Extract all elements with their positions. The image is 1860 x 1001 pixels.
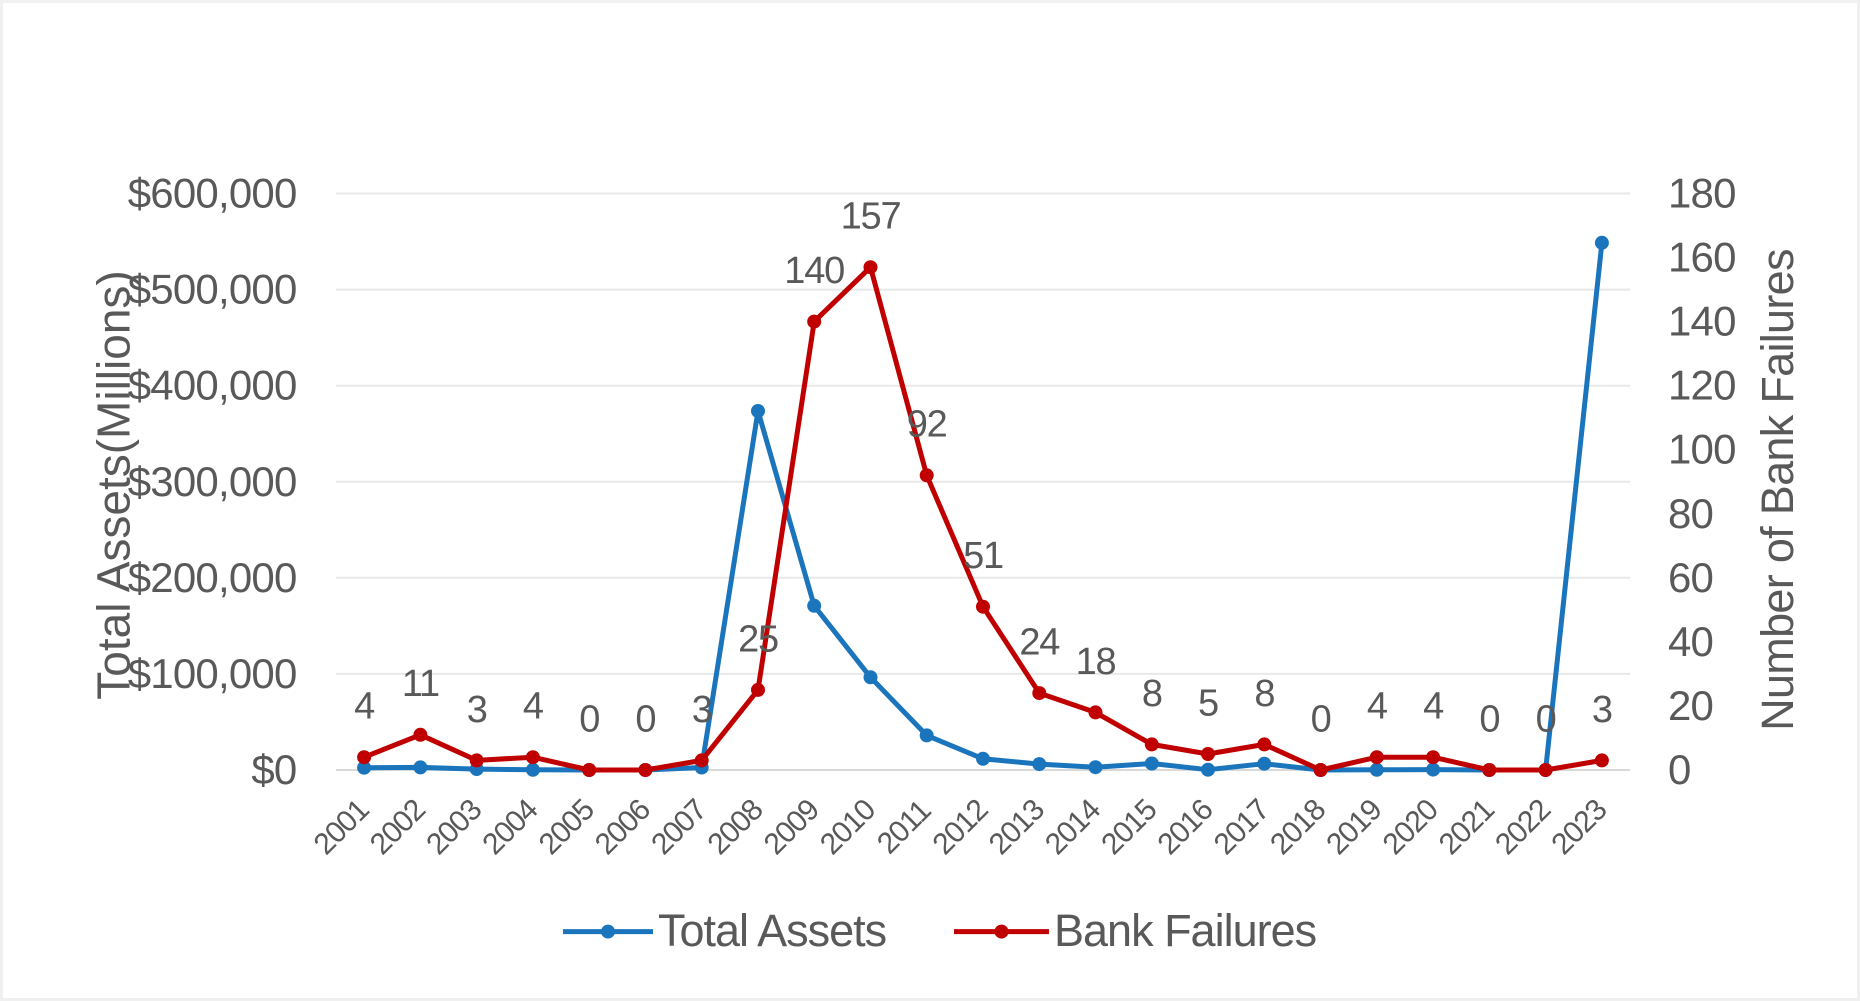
svg-text:4: 4 — [1367, 686, 1388, 728]
svg-text:3: 3 — [1592, 689, 1612, 731]
svg-text:92: 92 — [907, 404, 947, 446]
svg-text:4: 4 — [1423, 686, 1444, 728]
svg-text:Total Assets(Millions): Total Assets(Millions) — [88, 270, 140, 699]
svg-text:$300,000: $300,000 — [128, 458, 297, 505]
svg-text:180: 180 — [1668, 170, 1736, 217]
svg-text:$0: $0 — [251, 746, 296, 793]
svg-text:Number of Bank Failures: Number of Bank Failures — [1752, 249, 1803, 731]
svg-text:$400,000: $400,000 — [128, 362, 297, 409]
svg-text:100: 100 — [1668, 426, 1736, 473]
svg-text:40: 40 — [1668, 618, 1713, 665]
svg-text:80: 80 — [1668, 490, 1713, 537]
svg-text:8: 8 — [1142, 673, 1162, 715]
svg-text:140: 140 — [1668, 298, 1736, 345]
svg-text:25: 25 — [738, 618, 778, 660]
svg-text:24: 24 — [1019, 622, 1060, 664]
svg-text:4: 4 — [523, 686, 544, 728]
svg-text:$100,000: $100,000 — [128, 650, 297, 697]
svg-text:0: 0 — [1311, 698, 1331, 740]
svg-text:5: 5 — [1198, 682, 1218, 724]
svg-text:157: 157 — [841, 196, 901, 238]
svg-text:$500,000: $500,000 — [128, 266, 297, 313]
svg-text:8: 8 — [1254, 673, 1274, 715]
svg-text:160: 160 — [1668, 234, 1736, 281]
svg-text:0: 0 — [1536, 698, 1556, 740]
svg-text:4: 4 — [354, 686, 375, 728]
svg-text:11: 11 — [402, 663, 439, 705]
svg-text:0: 0 — [1479, 698, 1499, 740]
svg-text:60: 60 — [1668, 554, 1713, 601]
svg-text:Total Assets: Total Assets — [658, 905, 886, 956]
svg-text:51: 51 — [963, 535, 1003, 577]
svg-text:3: 3 — [692, 689, 712, 731]
svg-text:$200,000: $200,000 — [128, 554, 297, 601]
svg-text:20: 20 — [1668, 682, 1713, 729]
svg-text:$600,000: $600,000 — [128, 170, 297, 217]
svg-text:Bank Failures: Bank Failures — [1054, 905, 1316, 956]
svg-text:0: 0 — [1668, 746, 1691, 793]
svg-text:3: 3 — [467, 689, 487, 731]
svg-text:0: 0 — [579, 698, 599, 740]
svg-text:0: 0 — [635, 698, 655, 740]
svg-text:120: 120 — [1668, 362, 1736, 409]
svg-text:18: 18 — [1076, 641, 1116, 683]
svg-text:140: 140 — [784, 250, 844, 292]
